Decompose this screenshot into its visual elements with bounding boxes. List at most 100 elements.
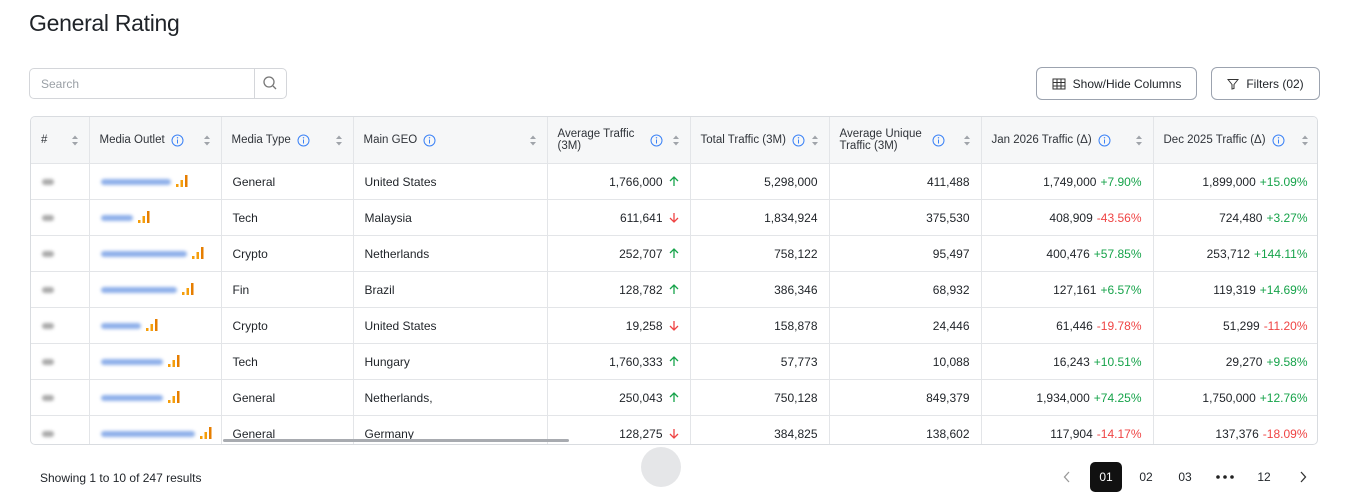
- page-button[interactable]: 03: [1178, 470, 1192, 484]
- analytics-icon: [191, 246, 203, 259]
- sort-icon[interactable]: [672, 134, 680, 147]
- info-icon[interactable]: [423, 134, 436, 147]
- header-label: Main GEO: [364, 134, 437, 147]
- column-header[interactable]: Average Unique Traffic (3M): [829, 117, 982, 164]
- sort-icon[interactable]: [811, 134, 819, 147]
- header-text: Average Unique Traffic (3M): [839, 128, 922, 152]
- total-traffic-cell: 750,128: [690, 379, 830, 416]
- table-row: General United States 1,766,000 5,298,000 41…: [31, 163, 1317, 200]
- page-button[interactable]: 12: [1257, 470, 1271, 484]
- type-cell: General: [221, 163, 354, 200]
- table-container: # Media Outlet Media Type Main GEO Average T…: [30, 116, 1318, 445]
- jan-traffic-cell: 1,934,000 +74.25%: [981, 379, 1154, 416]
- info-icon[interactable]: [932, 134, 945, 147]
- dec-delta: +3.27%: [1266, 210, 1308, 225]
- sort-icon[interactable]: [1301, 134, 1309, 147]
- header-label: Average Traffic (3M): [558, 128, 663, 152]
- info-icon[interactable]: [792, 134, 805, 147]
- sort-icon[interactable]: [1135, 134, 1143, 147]
- column-header[interactable]: Total Traffic (3M): [690, 117, 830, 164]
- column-header[interactable]: Main GEO: [353, 117, 548, 164]
- column-header[interactable]: Jan 2026 Traffic (Δ): [981, 117, 1154, 164]
- table-row: Crypto Netherlands 252,707 758,122 95,497 400…: [31, 235, 1317, 272]
- search-icon[interactable]: [254, 69, 286, 98]
- avg-traffic: 250,043: [619, 390, 663, 405]
- unique-traffic-cell: 95,497: [829, 235, 982, 272]
- table-row: Fin Brazil 128,782 386,346 68,932 127,161 +6.5…: [31, 271, 1317, 308]
- dec-traffic-cell: 724,480 +3.27%: [1153, 199, 1317, 236]
- filters-button[interactable]: Filters (02): [1211, 67, 1320, 100]
- avg-traffic: 19,258: [625, 318, 663, 333]
- outlet-cell: [89, 307, 222, 344]
- table-row: Tech Hungary 1,760,333 57,773 10,088 16,243 +1…: [31, 343, 1317, 380]
- sort-icon[interactable]: [71, 134, 79, 147]
- avg-traffic-cell: 252,707: [547, 235, 691, 272]
- sort-icon[interactable]: [203, 134, 211, 147]
- page-button[interactable]: 01: [1090, 462, 1122, 492]
- header-text: Jan 2026 Traffic (Δ): [991, 134, 1092, 146]
- jan-delta: +6.57%: [1100, 282, 1142, 297]
- dec-delta: +9.58%: [1266, 354, 1308, 369]
- sort-icon[interactable]: [335, 134, 343, 147]
- column-header[interactable]: Average Traffic (3M): [547, 117, 691, 164]
- columns-button[interactable]: Show/Hide Columns: [1036, 67, 1197, 100]
- sort-icon[interactable]: [963, 134, 971, 147]
- next-button[interactable]: [1287, 462, 1319, 492]
- unique-traffic-cell: 849,379: [829, 379, 982, 416]
- avg-traffic-cell: 128,782: [547, 271, 691, 308]
- avg-traffic: 611,641: [620, 210, 663, 225]
- info-icon[interactable]: [297, 134, 310, 147]
- header-text: Media Outlet: [99, 134, 165, 146]
- scrollbar[interactable]: [223, 439, 569, 442]
- unique-traffic-cell: 375,530: [829, 199, 982, 236]
- rank-cell: [31, 307, 90, 344]
- outlet-cell: [89, 163, 222, 200]
- trend-up-icon: [669, 175, 678, 186]
- results-summary: Showing 1 to 10 of 247 results: [40, 471, 202, 485]
- jan-traffic-cell: 117,904 -14.17%: [981, 415, 1154, 444]
- sort-icon[interactable]: [529, 134, 537, 147]
- avg-traffic-cell: 128,275: [547, 415, 691, 444]
- rank-cell: [31, 235, 90, 272]
- table-icon: [1052, 78, 1066, 89]
- page-title: General Rating: [29, 10, 180, 36]
- info-icon[interactable]: [171, 134, 184, 147]
- prev-button[interactable]: [1051, 462, 1083, 492]
- avg-traffic: 1,766,000: [609, 174, 663, 189]
- header-content: Total Traffic (3M): [701, 134, 819, 147]
- dec-traffic: 29,270: [1225, 354, 1263, 369]
- dec-traffic: 137,376: [1215, 426, 1259, 441]
- geo-cell: United States: [353, 307, 548, 344]
- trend-up-icon: [669, 355, 678, 366]
- dec-traffic-cell: 137,376 -18.09%: [1153, 415, 1317, 444]
- dec-traffic-cell: 51,299 -11.20%: [1153, 307, 1317, 344]
- geo-cell: United States: [353, 163, 548, 200]
- info-icon[interactable]: [650, 134, 663, 147]
- column-header[interactable]: Media Type: [221, 117, 354, 164]
- geo-cell: Malaysia: [353, 199, 548, 236]
- dec-traffic: 51,299: [1222, 318, 1260, 333]
- unique-traffic-cell: 411,488: [829, 163, 982, 200]
- jan-traffic-cell: 61,446 -19.78%: [981, 307, 1154, 344]
- button-label: Filters (02): [1246, 76, 1304, 91]
- outlet-cell: [89, 379, 222, 416]
- header-content: Jan 2026 Traffic (Δ): [992, 134, 1143, 147]
- trend-down-icon: [669, 212, 678, 223]
- column-header[interactable]: Dec 2025 Traffic (Δ): [1153, 117, 1317, 164]
- type-cell: Fin: [221, 271, 354, 308]
- rank-cell: [31, 379, 90, 416]
- outlet-cell: [89, 415, 222, 444]
- rank-cell: [31, 163, 90, 200]
- column-header[interactable]: #: [31, 117, 90, 164]
- rank-cell: [31, 415, 90, 444]
- jan-traffic: 1,934,000: [1036, 390, 1090, 405]
- search-box[interactable]: Search: [29, 68, 287, 99]
- header-label: Media Outlet: [100, 134, 184, 147]
- info-icon[interactable]: [1272, 134, 1285, 147]
- analytics-icon: [137, 210, 149, 223]
- page-button[interactable]: 02: [1139, 470, 1153, 484]
- column-header[interactable]: Media Outlet: [89, 117, 222, 164]
- info-icon[interactable]: [1098, 134, 1111, 147]
- header-text: Main GEO: [363, 134, 418, 146]
- floating-button[interactable]: [641, 447, 681, 487]
